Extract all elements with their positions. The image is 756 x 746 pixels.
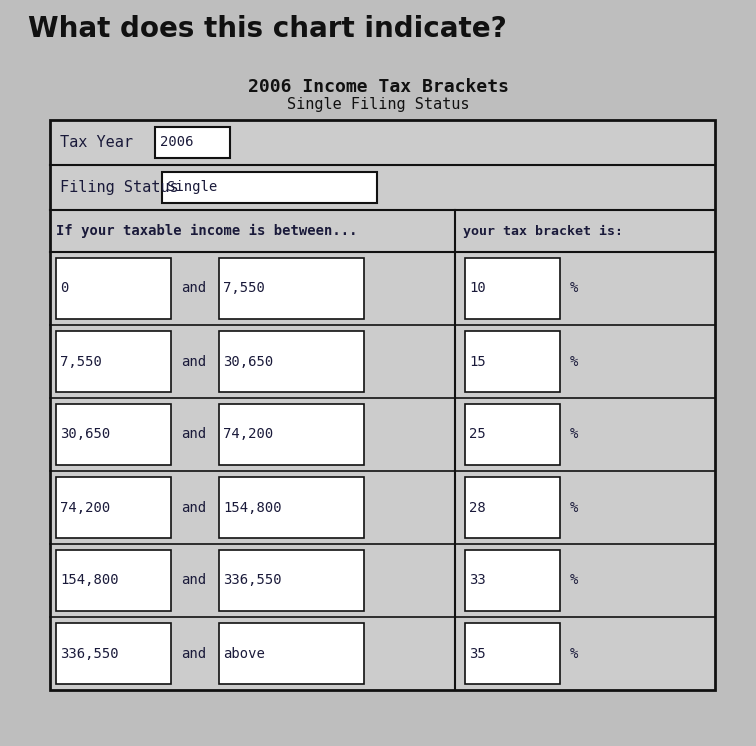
Text: 336,550: 336,550 (223, 574, 282, 588)
Bar (56, 477, 171, 538)
Text: 2006: 2006 (160, 136, 194, 149)
Text: %: % (570, 354, 578, 369)
Bar (56, 623, 171, 684)
Text: Tax Year: Tax Year (60, 135, 133, 150)
Bar (219, 477, 364, 538)
Bar (219, 550, 364, 611)
Bar (56, 331, 171, 392)
Text: 336,550: 336,550 (60, 647, 119, 660)
Text: 35: 35 (469, 647, 486, 660)
Text: 15: 15 (469, 354, 486, 369)
Text: %: % (570, 501, 578, 515)
Text: %: % (570, 574, 578, 588)
Text: %: % (570, 647, 578, 660)
Text: 0: 0 (60, 281, 68, 295)
Text: 25: 25 (469, 427, 486, 442)
Bar (465, 404, 560, 465)
Text: Filing Status: Filing Status (60, 180, 178, 195)
Bar (50, 120, 715, 690)
Bar (56, 258, 171, 319)
Bar (56, 550, 171, 611)
Text: Single Filing Status: Single Filing Status (287, 97, 469, 112)
Text: and: and (181, 647, 206, 660)
Text: 30,650: 30,650 (60, 427, 110, 442)
Text: 30,650: 30,650 (223, 354, 273, 369)
Bar (155, 127, 230, 158)
Bar (219, 258, 364, 319)
Text: Single: Single (167, 181, 217, 195)
Bar (219, 331, 364, 392)
Text: If your taxable income is between...: If your taxable income is between... (56, 224, 358, 238)
Text: What does this chart indicate?: What does this chart indicate? (28, 15, 507, 43)
Text: 10: 10 (469, 281, 486, 295)
Bar (465, 550, 560, 611)
Text: and: and (181, 427, 206, 442)
Text: %: % (570, 281, 578, 295)
Text: %: % (570, 427, 578, 442)
Text: 74,200: 74,200 (60, 501, 110, 515)
Text: and: and (181, 574, 206, 588)
Text: your tax bracket is:: your tax bracket is: (463, 225, 623, 237)
Bar (162, 172, 377, 203)
Text: 2006 Income Tax Brackets: 2006 Income Tax Brackets (247, 78, 509, 96)
Text: 74,200: 74,200 (223, 427, 273, 442)
Bar (219, 404, 364, 465)
Bar (465, 623, 560, 684)
Bar (465, 477, 560, 538)
Text: 7,550: 7,550 (223, 281, 265, 295)
Text: 154,800: 154,800 (223, 501, 282, 515)
Text: and: and (181, 281, 206, 295)
Bar (465, 331, 560, 392)
Text: above: above (223, 647, 265, 660)
Text: 154,800: 154,800 (60, 574, 119, 588)
Text: and: and (181, 354, 206, 369)
Bar (465, 258, 560, 319)
Text: and: and (181, 501, 206, 515)
Text: 28: 28 (469, 501, 486, 515)
Bar (219, 623, 364, 684)
Bar (56, 404, 171, 465)
Text: 7,550: 7,550 (60, 354, 102, 369)
Text: 33: 33 (469, 574, 486, 588)
